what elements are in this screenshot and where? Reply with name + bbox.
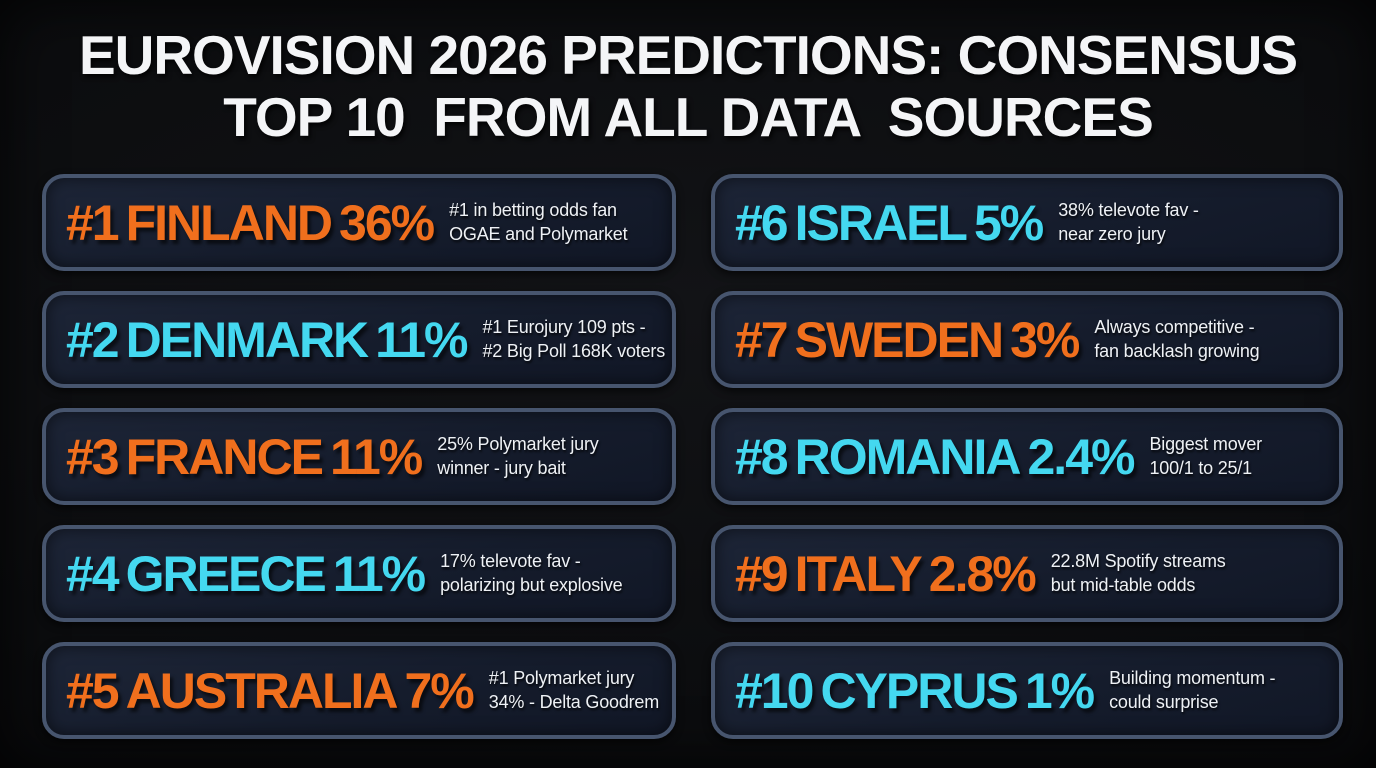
country-name: FRANCE bbox=[125, 428, 324, 485]
win-percentage: 11% bbox=[332, 545, 426, 602]
prediction-note: 17% televote fav - polarizing but explos… bbox=[440, 550, 623, 597]
country-name: GREECE bbox=[125, 545, 327, 602]
rank-number: #5 bbox=[66, 662, 120, 719]
rank-headline: #10 CYPRUS 1% bbox=[735, 662, 1095, 720]
prediction-card-7: #7 SWEDEN 3% Always competitive - fan back… bbox=[711, 291, 1343, 388]
rank-headline: #6 ISRAEL 5% bbox=[735, 194, 1044, 252]
rank-number: #7 bbox=[735, 311, 789, 368]
note-line-1: 25% Polymarket jury bbox=[437, 434, 599, 455]
prediction-note: 38% televote fav - near zero jury bbox=[1058, 199, 1199, 246]
prediction-note: Biggest mover 100/1 to 25/1 bbox=[1149, 433, 1262, 480]
note-line-2: fan backlash growing bbox=[1094, 340, 1260, 361]
title-line-2: TOP 10 FROM ALL DATA SOURCES bbox=[223, 86, 1154, 149]
rank-number: #10 bbox=[735, 662, 814, 719]
rank-headline: #5 AUSTRALIA 7% bbox=[66, 662, 475, 720]
note-line-1: #1 Polymarket jury bbox=[488, 668, 635, 689]
rank-number: #4 bbox=[66, 545, 120, 602]
prediction-note: 22.8M Spotify streams but mid-table odds bbox=[1051, 550, 1226, 597]
note-line-2: near zero jury bbox=[1058, 223, 1166, 244]
note-line-2: winner - jury bait bbox=[437, 457, 566, 478]
country-name: DENMARK bbox=[125, 311, 370, 368]
title-line-1: EUROVISION 2026 PREDICTIONS: CONSENSUS bbox=[78, 24, 1298, 86]
rank-headline: #1 FINLAND 36% bbox=[66, 194, 435, 252]
rank-headline: #4 GREECE 11% bbox=[66, 545, 426, 603]
note-line-1: 38% televote fav - bbox=[1058, 200, 1199, 221]
note-line-2: #2 Big Poll 168K voters bbox=[482, 340, 666, 361]
country-name: ITALY bbox=[794, 545, 923, 602]
rank-headline: #9 ITALY 2.8% bbox=[735, 545, 1037, 603]
prediction-note: #1 in betting odds fan OGAE and Polymark… bbox=[449, 199, 627, 246]
win-percentage: 2.4% bbox=[1027, 428, 1136, 485]
note-line-1: #1 Eurojury 109 pts - bbox=[482, 317, 646, 338]
note-line-1: Building momentum - bbox=[1109, 668, 1276, 689]
predictions-grid: #1 FINLAND 36% #1 in betting odds fan OGAE… bbox=[42, 174, 1343, 739]
prediction-note: Building momentum - could surprise bbox=[1109, 667, 1275, 714]
note-line-2: could surprise bbox=[1109, 691, 1219, 712]
win-percentage: 1% bbox=[1024, 662, 1095, 719]
rank-headline: #2 DENMARK 11% bbox=[66, 311, 469, 369]
country-name: CYPRUS bbox=[820, 662, 1018, 719]
rank-headline: #3 FRANCE 11% bbox=[66, 428, 423, 486]
prediction-card-9: #9 ITALY 2.8% 22.8M Spotify streams but mi… bbox=[711, 525, 1343, 622]
prediction-note: Always competitive - fan backlash growin… bbox=[1094, 316, 1259, 363]
win-percentage: 11% bbox=[375, 311, 468, 368]
prediction-card-8: #8 ROMANIA 2.4% Biggest mover 100/1 to 25/… bbox=[711, 408, 1343, 505]
note-line-2: but mid-table odds bbox=[1050, 574, 1196, 595]
prediction-note: #1 Eurojury 109 pts - #2 Big Poll 168K v… bbox=[483, 316, 666, 363]
win-percentage: 5% bbox=[973, 194, 1044, 251]
rank-number: #8 bbox=[735, 428, 789, 485]
prediction-card-2: #2 DENMARK 11% #1 Eurojury 109 pts - #2 Bi… bbox=[42, 291, 676, 388]
prediction-card-4: #4 GREECE 11% 17% televote fav - polarizin… bbox=[42, 525, 676, 622]
prediction-card-10: #10 CYPRUS 1% Building momentum - could su… bbox=[711, 642, 1343, 739]
win-percentage: 2.8% bbox=[928, 545, 1037, 602]
win-percentage: 11% bbox=[329, 428, 423, 485]
rank-number: #1 bbox=[66, 194, 120, 251]
note-line-1: Biggest mover bbox=[1149, 434, 1262, 455]
win-percentage: 7% bbox=[404, 662, 475, 719]
note-line-1: #1 in betting odds fan bbox=[449, 200, 617, 221]
note-line-2: polarizing but explosive bbox=[440, 574, 623, 595]
rank-headline: #7 SWEDEN 3% bbox=[735, 311, 1080, 369]
country-name: ISRAEL bbox=[794, 194, 968, 251]
rank-number: #6 bbox=[735, 194, 789, 251]
country-name: FINLAND bbox=[125, 194, 333, 251]
country-name: AUSTRALIA bbox=[125, 662, 399, 719]
note-line-2: 34% - Delta Goodrem bbox=[488, 691, 660, 712]
win-percentage: 3% bbox=[1010, 311, 1080, 368]
note-line-1: 17% televote fav - bbox=[440, 551, 581, 572]
note-line-2: OGAE and Polymarket bbox=[449, 223, 628, 244]
prediction-note: 25% Polymarket jury winner - jury bait bbox=[437, 433, 598, 480]
rank-number: #2 bbox=[66, 311, 120, 368]
rank-headline: #8 ROMANIA 2.4% bbox=[735, 428, 1136, 486]
prediction-card-5: #5 AUSTRALIA 7% #1 Polymarket jury 34% - D… bbox=[42, 642, 676, 739]
win-percentage: 36% bbox=[339, 194, 435, 251]
prediction-note: #1 Polymarket jury 34% - Delta Goodrem bbox=[489, 667, 659, 714]
country-name: SWEDEN bbox=[794, 311, 1004, 368]
page-title: EUROVISION 2026 PREDICTIONS: CONSENSUS T… bbox=[0, 24, 1376, 148]
prediction-card-1: #1 FINLAND 36% #1 in betting odds fan OGAE… bbox=[42, 174, 676, 271]
note-line-1: 22.8M Spotify streams bbox=[1050, 551, 1226, 572]
country-name: ROMANIA bbox=[794, 428, 1022, 485]
rank-number: #3 bbox=[66, 428, 120, 485]
note-line-1: Always competitive - bbox=[1094, 317, 1255, 338]
prediction-card-3: #3 FRANCE 11% 25% Polymarket jury winner -… bbox=[42, 408, 676, 505]
note-line-2: 100/1 to 25/1 bbox=[1149, 457, 1252, 478]
rank-number: #9 bbox=[735, 545, 789, 602]
prediction-card-6: #6 ISRAEL 5% 38% televote fav - near zero … bbox=[711, 174, 1343, 271]
